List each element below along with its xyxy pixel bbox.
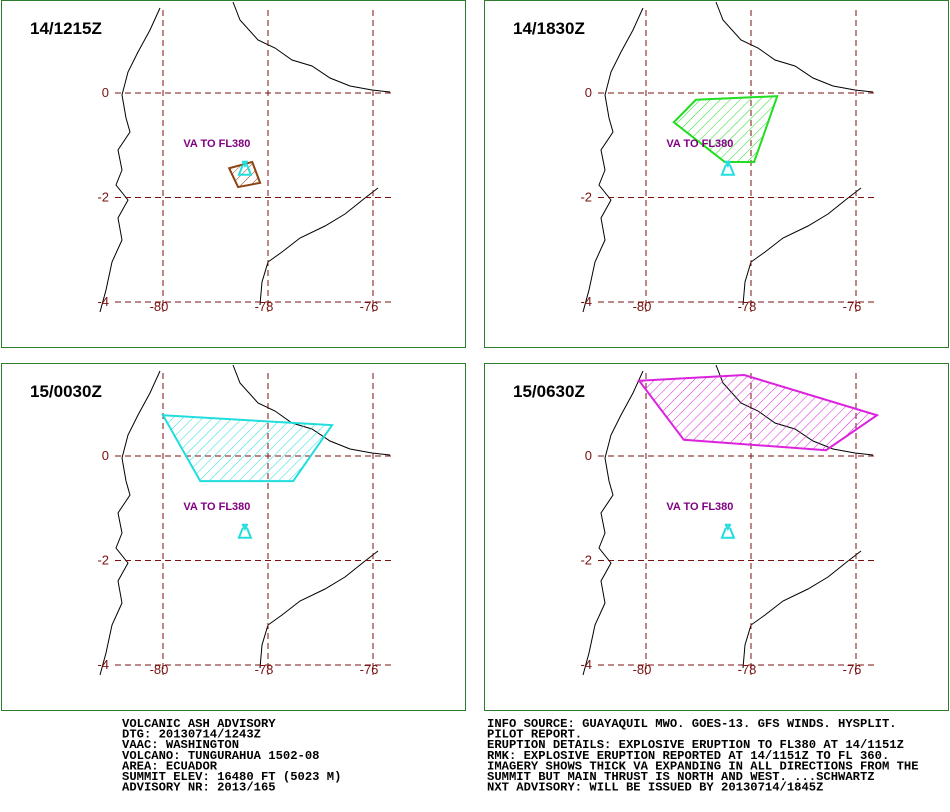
- ash-label: VA TO FL380: [666, 501, 733, 513]
- advisory-line: SUMMIT ELEV: 16480 FT (5023 M): [122, 770, 341, 784]
- advisory-line: VAAC: WASHINGTON: [122, 738, 239, 752]
- coastline: [259, 550, 379, 669]
- advisory-line: PILOT REPORT.: [487, 728, 582, 742]
- coastline: [582, 7, 644, 313]
- panel-title: 15/0630Z: [513, 382, 585, 401]
- advisory-line: INFO SOURCE: GUAYAQUIL MWO. GOES-13. GFS…: [487, 717, 897, 731]
- lat-label: -4: [97, 294, 109, 309]
- advisory-line: VOLCANIC ASH ADVISORY: [122, 717, 276, 731]
- coastline: [582, 370, 644, 676]
- advisory-line: ERUPTION DETAILS: EXPLOSIVE ERUPTION TO …: [487, 738, 904, 752]
- lat-label: 0: [102, 85, 109, 100]
- lon-label: -80: [633, 662, 652, 677]
- map-panel: -80 -78 -76 0 -2 -4 VA TO FL380 15/0630Z: [484, 363, 949, 711]
- lat-label: -2: [97, 553, 109, 568]
- panel-frame: [484, 0, 949, 348]
- coastline: [99, 370, 161, 676]
- coastline: [715, 1, 874, 93]
- lat-label: -2: [97, 190, 109, 205]
- lon-label: -80: [150, 662, 169, 677]
- ash-cloud: [637, 374, 880, 452]
- coastline: [232, 1, 391, 93]
- volcano-icon: [720, 523, 736, 539]
- volcano-icon: [720, 160, 736, 176]
- lat-label: -4: [580, 294, 592, 309]
- lon-label: -78: [255, 662, 274, 677]
- coastline: [99, 7, 161, 313]
- lat-label: 0: [585, 85, 592, 100]
- volcano-icon: [237, 160, 253, 176]
- ash-cloud: [161, 414, 334, 483]
- map-panel: -80 -78 -76 0 -2 -4 VA TO FL380 15/0030Z: [1, 363, 466, 711]
- ash-label: VA TO FL380: [183, 138, 250, 150]
- coastline: [259, 187, 379, 306]
- advisory-line: AREA: ECUADOR: [122, 759, 218, 773]
- ash-label: VA TO FL380: [666, 138, 733, 150]
- lat-label: 0: [585, 448, 592, 463]
- panel-title: 15/0030Z: [30, 382, 102, 401]
- lon-label: -76: [843, 662, 862, 677]
- advisory-line: SUMMIT BUT MAIN THRUST IS NORTH AND WEST…: [487, 770, 875, 784]
- map-panel: -80 -78 -76 0 -2 -4 VA TO FL380 14/1830Z: [484, 0, 949, 348]
- advisory-line: ADVISORY NR: 2013/165: [122, 781, 276, 795]
- advisory-line: DTG: 20130714/1243Z: [122, 728, 261, 742]
- lon-label: -78: [255, 299, 274, 314]
- lon-label: -76: [360, 299, 379, 314]
- panel-title: 14/1830Z: [513, 19, 585, 38]
- lon-label: -78: [738, 662, 757, 677]
- lat-label: -4: [97, 657, 109, 672]
- panel-frame: [1, 363, 466, 711]
- advisory-line: IMAGERY SHOWS THICK VA EXPANDING IN ALL …: [487, 759, 919, 773]
- advisory-line: NXT ADVISORY: WILL BE ISSUED BY 20130714…: [487, 781, 823, 795]
- ash-cloud: [672, 95, 779, 163]
- lat-label: 0: [102, 448, 109, 463]
- coastline: [742, 187, 862, 306]
- lon-label: -80: [150, 299, 169, 314]
- lat-label: -2: [580, 553, 592, 568]
- panel-title: 14/1215Z: [30, 19, 102, 38]
- volcano-icon: [237, 523, 253, 539]
- lat-label: -4: [580, 657, 592, 672]
- advisory-line: RMK: EXPLOSIVE ERUPTION REPORTED AT 14/1…: [487, 749, 889, 763]
- coastline: [742, 550, 862, 669]
- ash-label: VA TO FL380: [183, 501, 250, 513]
- lon-label: -80: [633, 299, 652, 314]
- map-panel: -80 -78 -76 0 -2 -4 VA TO FL380 14/1215Z: [1, 0, 466, 348]
- lat-label: -2: [580, 190, 592, 205]
- advisory-line: VOLCANO: TUNGURAHUA 1502-08: [122, 749, 319, 763]
- lon-label: -76: [843, 299, 862, 314]
- lon-label: -76: [360, 662, 379, 677]
- lon-label: -78: [738, 299, 757, 314]
